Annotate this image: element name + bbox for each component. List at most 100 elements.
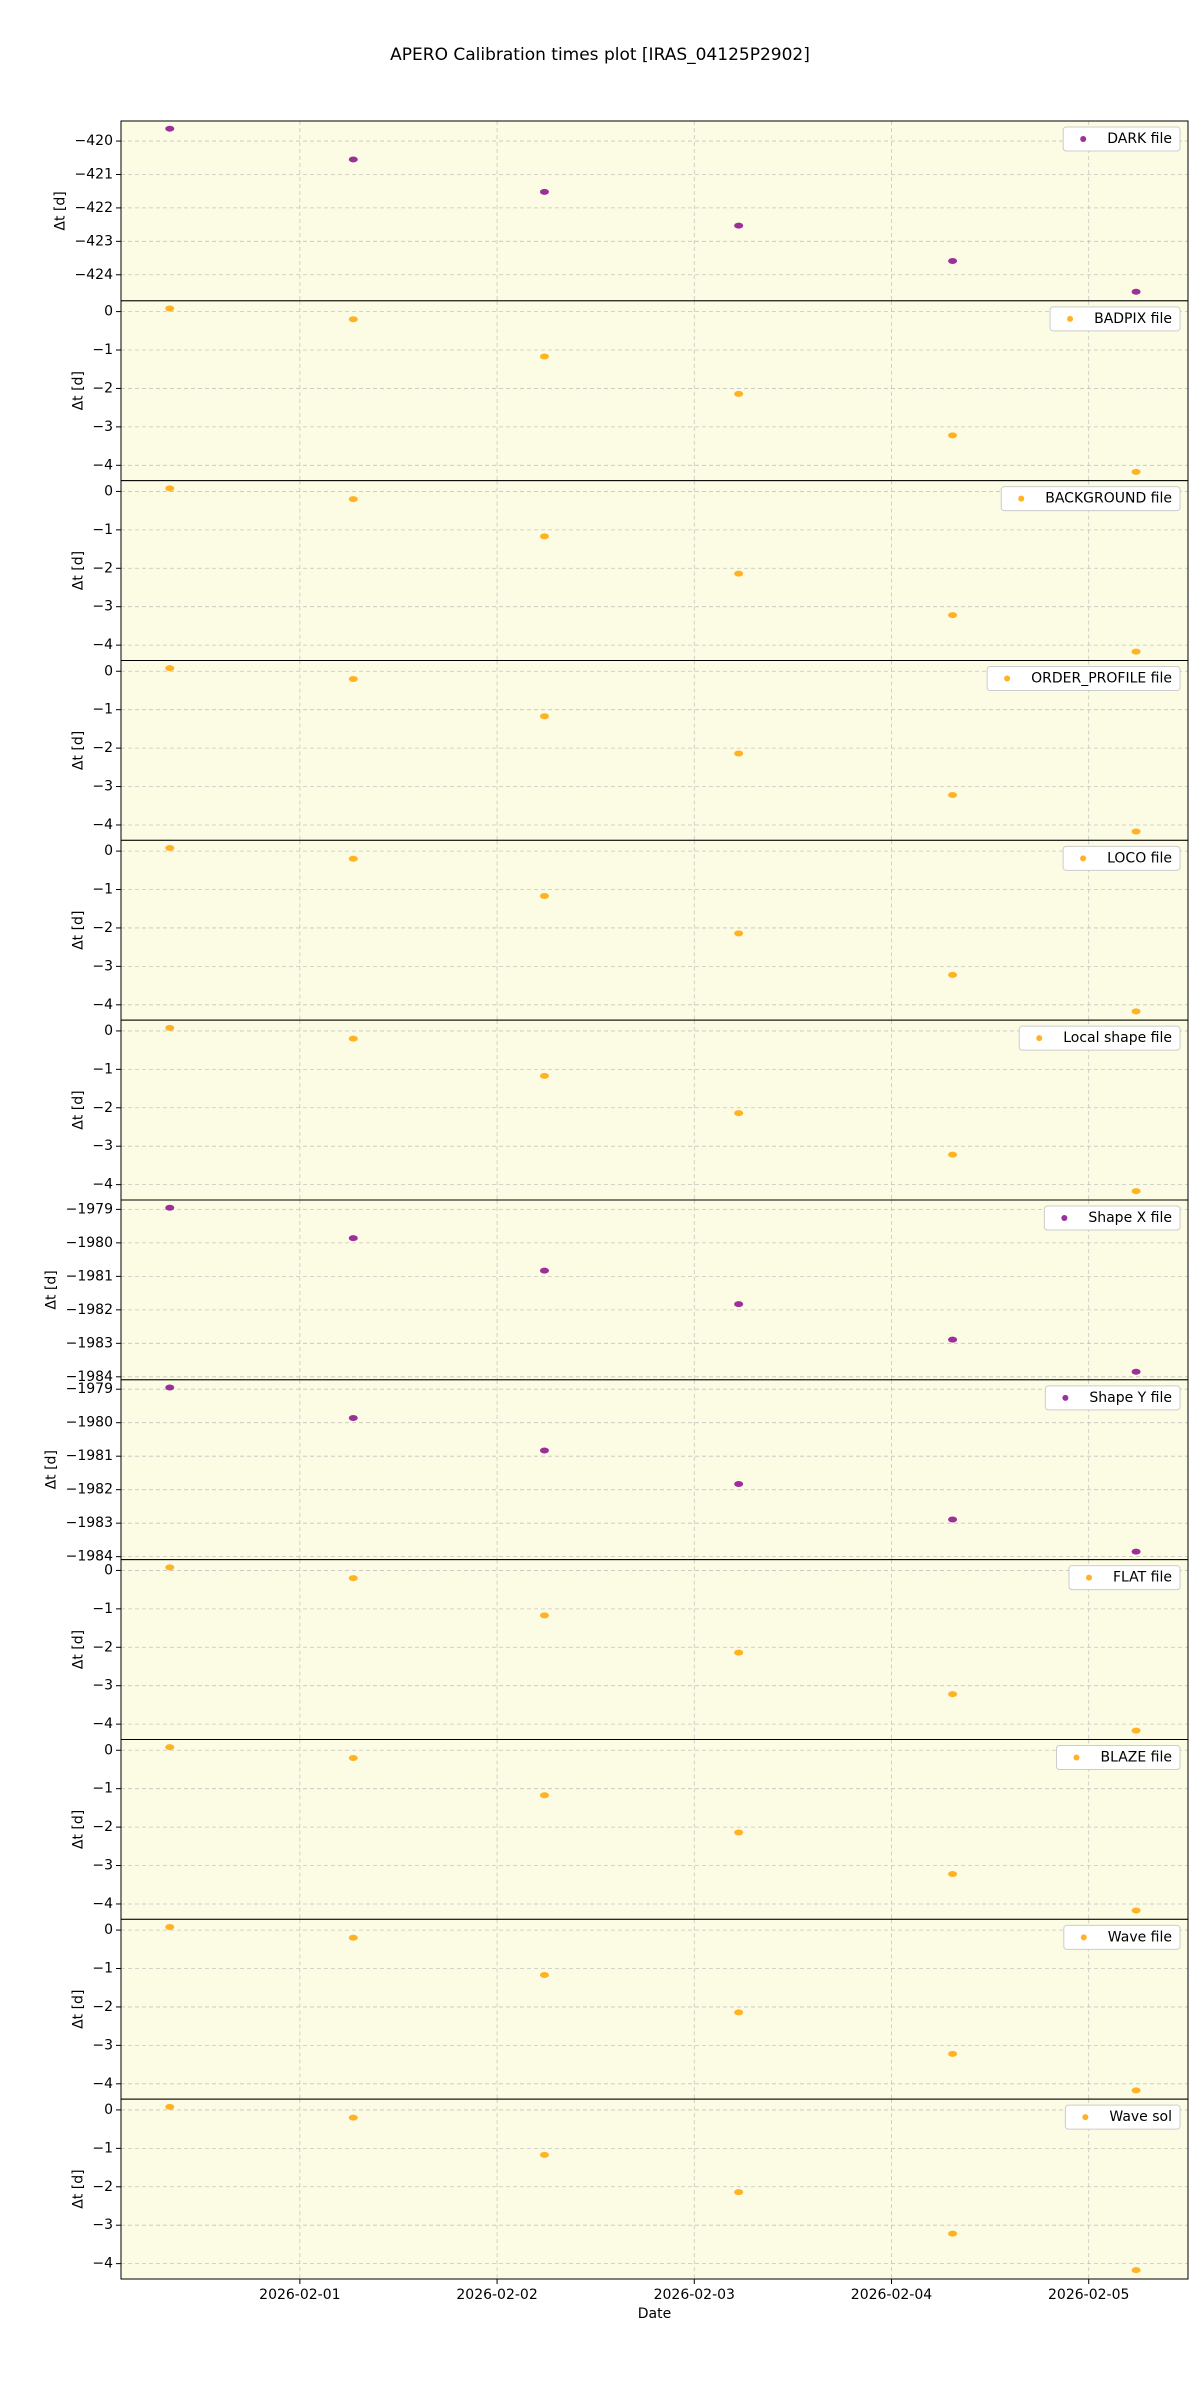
y-tick-label: −4 xyxy=(92,2076,113,2092)
data-point xyxy=(948,2230,958,2237)
y-tick-label: −2 xyxy=(92,740,113,756)
legend: BACKGROUND file xyxy=(1000,486,1181,512)
legend-label: Wave file xyxy=(1108,1929,1172,1945)
y-tick-label: −3 xyxy=(92,419,113,435)
y-tick-label: −1980 xyxy=(66,1415,113,1431)
legend-label: BACKGROUND file xyxy=(1045,491,1172,507)
legend: BADPIX file xyxy=(1049,306,1181,332)
data-point xyxy=(165,1024,175,1031)
plot-background xyxy=(121,121,1188,301)
y-tick-label: −2 xyxy=(92,1999,113,2015)
y-tick-label: −2 xyxy=(92,2179,113,2195)
y-tick-label: −1982 xyxy=(66,1482,113,1498)
y-tick-label: 0 xyxy=(104,1023,113,1039)
y-tick-label: −1 xyxy=(92,702,113,718)
data-point xyxy=(948,1516,958,1523)
legend-marker xyxy=(1067,315,1074,322)
y-tick-label: −3 xyxy=(92,2037,113,2053)
y-tick-label: −3 xyxy=(92,1138,113,1154)
legend-marker xyxy=(1080,855,1087,862)
legend-label: DARK file xyxy=(1107,131,1172,147)
data-point xyxy=(539,1447,549,1454)
y-tick-label: 0 xyxy=(104,1922,113,1938)
plot-background xyxy=(121,1919,1188,2100)
legend: Shape X file xyxy=(1043,1205,1181,1231)
data-point xyxy=(165,305,175,312)
legend-marker xyxy=(1004,675,1011,682)
legend-box xyxy=(1044,1385,1181,1411)
data-point xyxy=(948,971,958,978)
data-point xyxy=(348,316,358,323)
x-tick-label: 2026-02-04 xyxy=(851,2287,932,2303)
data-point xyxy=(1131,828,1141,835)
y-tick-label: −4 xyxy=(92,1716,113,1732)
data-point xyxy=(348,855,358,862)
legend-label: BLAZE file xyxy=(1100,1750,1172,1766)
data-point xyxy=(734,570,744,577)
data-point xyxy=(1131,288,1141,295)
y-tick-label: −1 xyxy=(92,522,113,538)
data-point xyxy=(734,1829,744,1836)
plot-background xyxy=(121,1200,1188,1380)
y-tick-label: −3 xyxy=(92,1678,113,1694)
y-axis-label: Δt [d] xyxy=(70,731,86,770)
plot-background xyxy=(121,2099,1188,2279)
data-point xyxy=(539,2151,549,2158)
y-axis-label: Δt [d] xyxy=(70,911,86,950)
data-point xyxy=(539,353,549,360)
legend-marker xyxy=(1080,136,1087,142)
y-tick-label: −1984 xyxy=(66,1549,113,1565)
y-axis-label: Δt [d] xyxy=(70,1630,86,1669)
data-point xyxy=(539,893,549,900)
data-point xyxy=(539,188,549,195)
y-tick-label: −1 xyxy=(92,2140,113,2156)
y-tick-label: −4 xyxy=(92,997,113,1013)
y-tick-label: −1 xyxy=(92,1781,113,1797)
legend-label: Shape Y file xyxy=(1089,1390,1172,1406)
data-point xyxy=(948,612,958,619)
data-point xyxy=(348,1415,358,1422)
data-point xyxy=(734,750,744,757)
y-tick-label: −4 xyxy=(92,817,113,833)
data-point xyxy=(734,1649,744,1656)
legend-marker xyxy=(1082,2114,1089,2121)
legend-label: Wave sol xyxy=(1109,2109,1172,2125)
data-point xyxy=(734,1110,744,1117)
data-point xyxy=(348,1754,358,1761)
data-point xyxy=(948,1151,958,1158)
x-tick-label: 2026-02-05 xyxy=(1048,2287,1129,2303)
legend-marker xyxy=(1073,1754,1080,1761)
legend-marker xyxy=(1086,1574,1092,1581)
legend-box xyxy=(1018,1025,1181,1051)
data-point xyxy=(948,1870,958,1877)
legend-label: ORDER_PROFILE file xyxy=(1031,671,1172,687)
plot-background xyxy=(121,1739,1188,1920)
data-point xyxy=(1131,1907,1141,1914)
data-point xyxy=(539,1972,549,1979)
y-tick-label: −1 xyxy=(92,1961,113,1977)
legend: BLAZE file xyxy=(1055,1745,1181,1770)
y-tick-label: 0 xyxy=(104,304,113,320)
y-tick-label: −1981 xyxy=(66,1448,113,1464)
data-point xyxy=(734,2009,744,2016)
data-point xyxy=(165,125,175,132)
data-point xyxy=(948,2050,958,2057)
legend-box xyxy=(1055,1745,1181,1770)
data-point xyxy=(1131,648,1141,655)
data-point xyxy=(734,222,744,229)
legend: ORDER_PROFILE file xyxy=(986,666,1181,691)
plot-background xyxy=(121,300,1188,481)
data-point xyxy=(348,1934,358,1941)
legend-marker xyxy=(1036,1035,1043,1042)
data-point xyxy=(165,1744,175,1751)
y-tick-label: −3 xyxy=(92,779,113,795)
x-axis-label: Date xyxy=(638,2306,671,2322)
plot-background xyxy=(121,1020,1188,1200)
y-axis-label: Δt [d] xyxy=(44,1450,60,1489)
data-point xyxy=(734,1301,744,1308)
y-tick-label: −2 xyxy=(92,560,113,576)
y-tick-label: −1981 xyxy=(66,1268,113,1284)
data-point xyxy=(165,1564,175,1571)
y-tick-label: 0 xyxy=(104,1562,113,1578)
y-tick-label: −1 xyxy=(92,342,113,358)
